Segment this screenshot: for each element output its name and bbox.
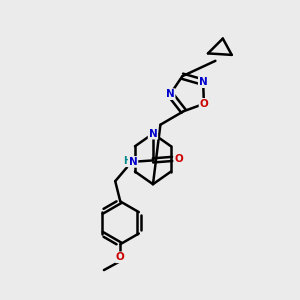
Text: N: N — [166, 89, 175, 99]
Text: O: O — [200, 99, 208, 109]
Text: N: N — [129, 157, 137, 167]
Text: N: N — [148, 129, 157, 139]
Text: O: O — [175, 154, 183, 164]
Text: O: O — [116, 252, 125, 262]
Text: N: N — [199, 77, 208, 87]
Text: H: H — [123, 156, 131, 166]
